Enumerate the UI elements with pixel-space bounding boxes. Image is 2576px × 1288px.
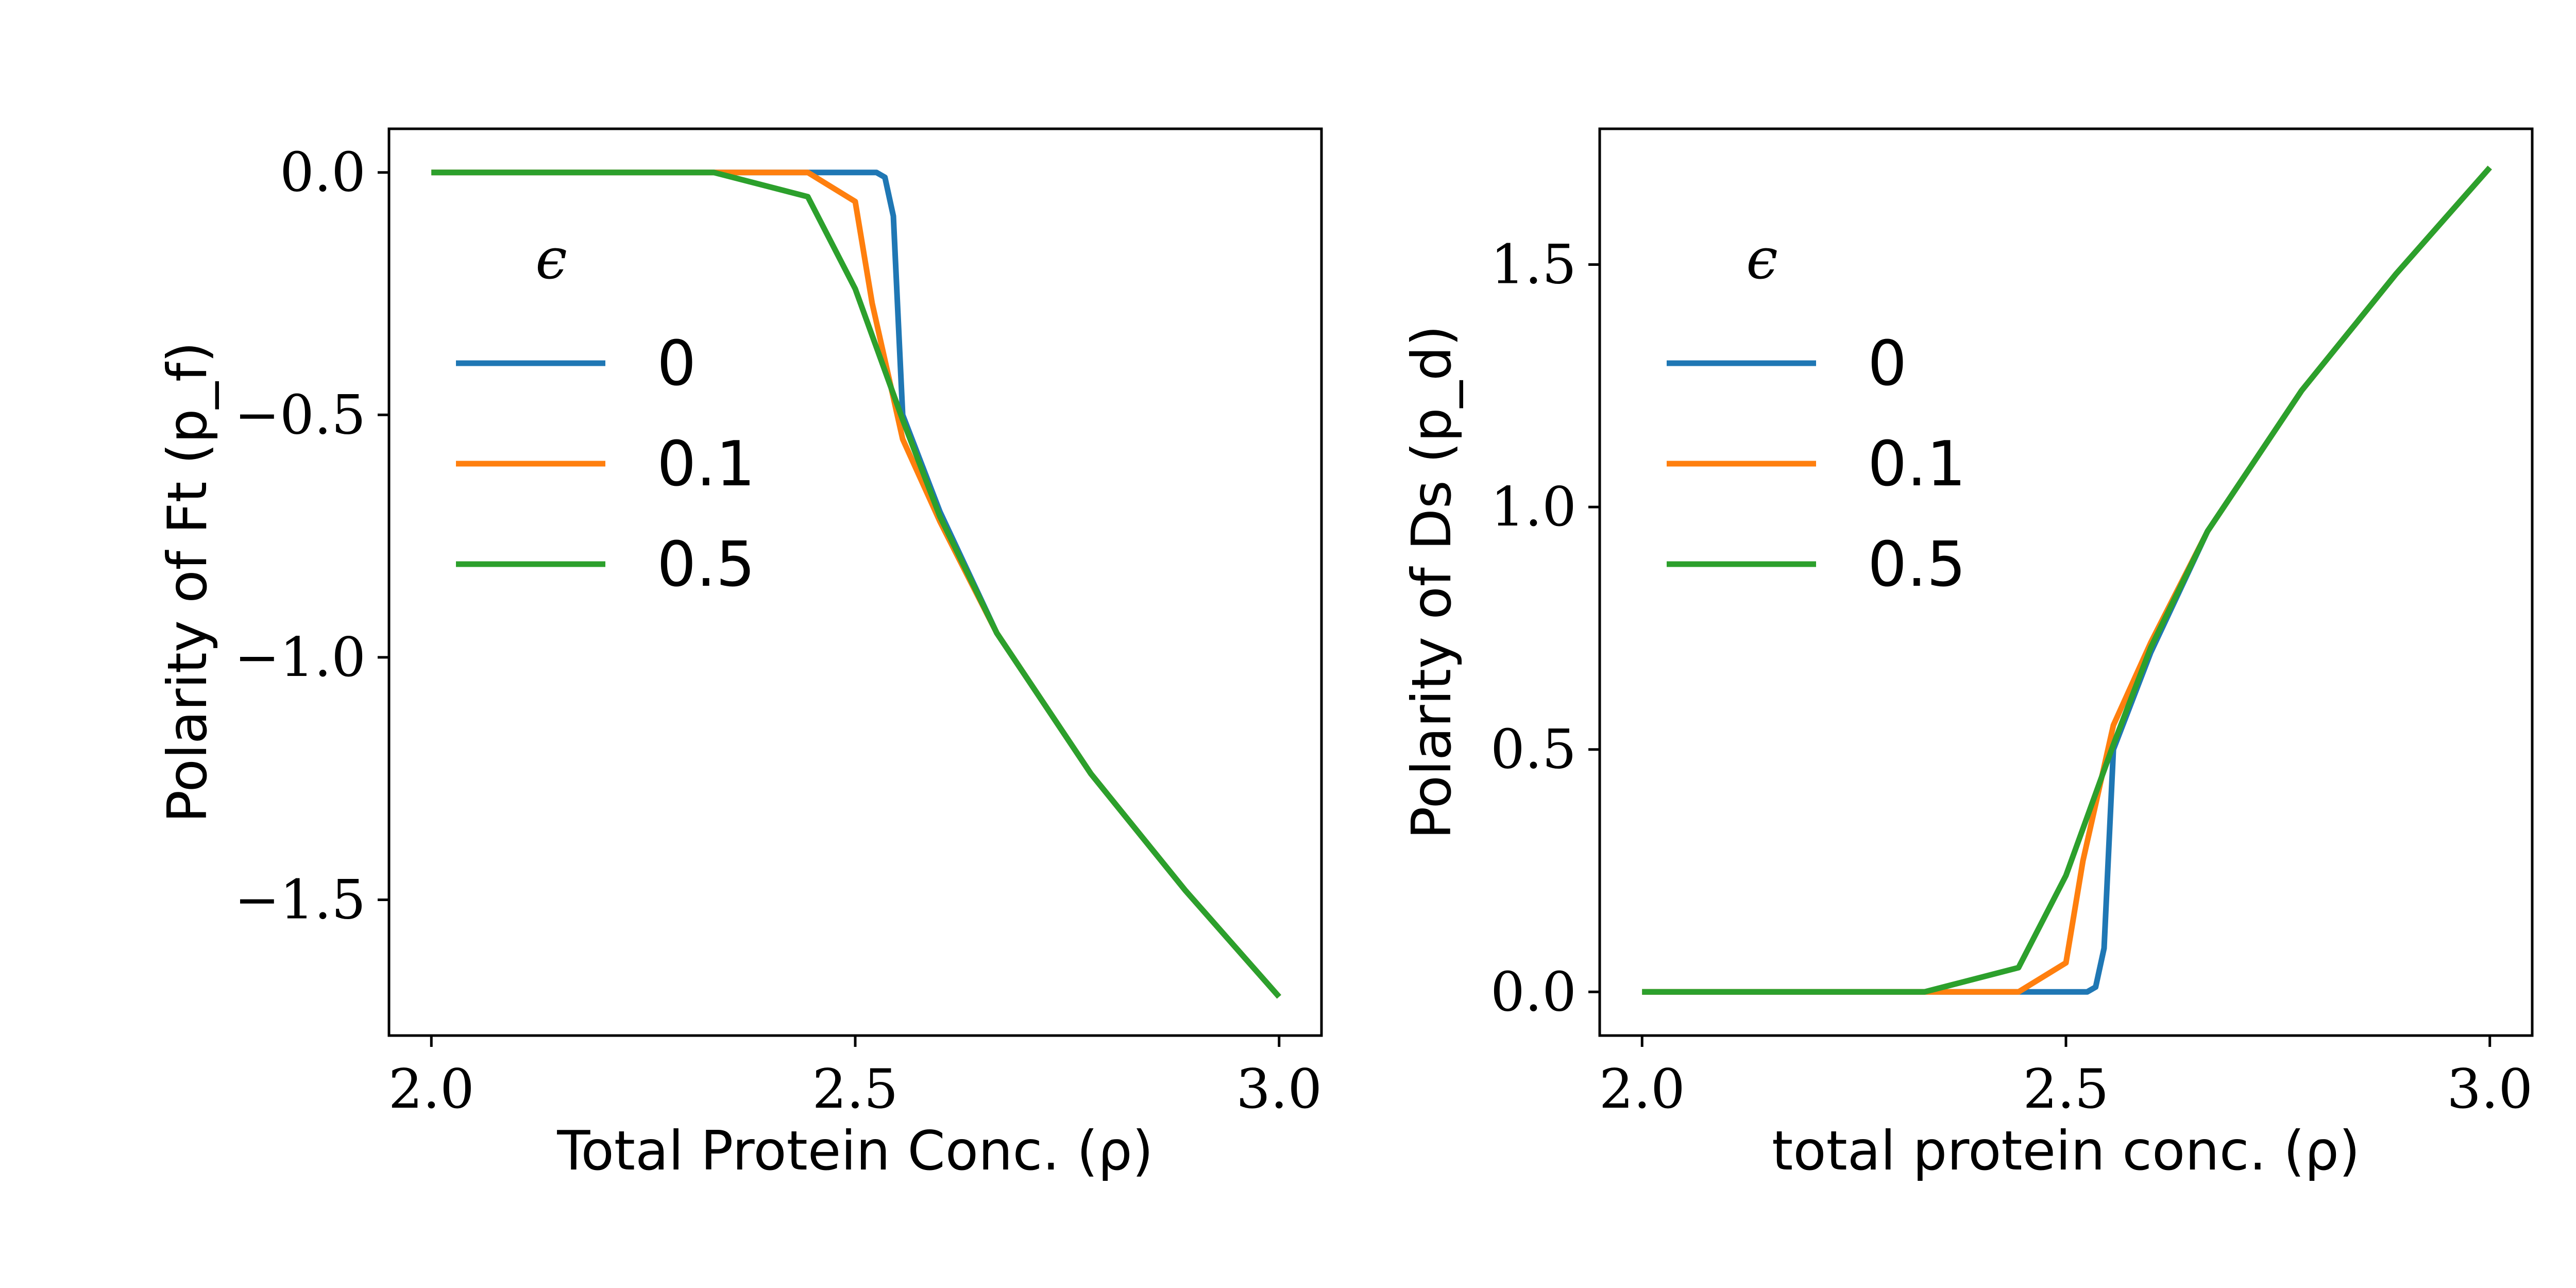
left-x-tick-label: 2.0: [388, 1058, 474, 1121]
right-legend-title: ϵ: [1746, 226, 1778, 292]
right-legend: ϵ 0 0.1 0.5: [1667, 226, 1966, 601]
right-y-tick-label: 0.0: [1490, 960, 1577, 1023]
right-chart: 2.0 2.5 3.0 0.0 0.5 1.0 1.5 ϵ 0 0.1 0.5 total pro…: [1400, 127, 2534, 1182]
left-y-tick-label: 0.0: [280, 141, 366, 204]
right-x-tick-label: 2.5: [2023, 1058, 2109, 1121]
left-plot-area: 2.0 2.5 3.0 0.0 −0.5 −1.0 −1.5 ϵ 0 0.1 0.5: [234, 141, 1322, 1121]
left-series-line-eps-0.5: [431, 170, 1281, 999]
left-legend-label: 0.5: [657, 529, 755, 601]
left-legend: ϵ 0 0.1 0.5: [456, 226, 755, 601]
right-y-axis-label: Polarity of Ds (p_d): [1400, 325, 1463, 839]
right-x-tick-label: 2.0: [1599, 1058, 1685, 1121]
left-y-tick-label: −1.5: [234, 868, 366, 931]
right-x-tick-label: 3.0: [2447, 1058, 2533, 1121]
right-legend-label: 0.5: [1868, 529, 1966, 601]
left-x-tick-label: 3.0: [1236, 1058, 1322, 1121]
right-plot-area: 2.0 2.5 3.0 0.0 0.5 1.0 1.5 ϵ 0 0.1 0.5: [1490, 165, 2533, 1121]
right-legend-label: 0.1: [1868, 429, 1966, 500]
right-legend-label: 0: [1868, 328, 1907, 400]
left-chart: 2.0 2.5 3.0 0.0 −0.5 −1.0 −1.5 ϵ 0 0.1 0.5 Total …: [156, 127, 1323, 1182]
left-legend-label: 0: [657, 328, 696, 400]
left-y-axis-label: Polarity of Ft (p_f): [156, 342, 219, 823]
left-y-tick-label: −1.0: [234, 626, 366, 689]
left-legend-title: ϵ: [535, 226, 567, 292]
left-y-tick-label: −0.5: [234, 383, 366, 446]
right-y-tick-label: 1.5: [1490, 233, 1577, 296]
right-x-axis-label: total protein conc. (ρ): [1772, 1120, 2360, 1182]
right-y-tick-label: 1.0: [1490, 476, 1577, 538]
left-x-axis-label: Total Protein Conc. (ρ): [556, 1120, 1153, 1182]
left-legend-label: 0.1: [657, 429, 755, 500]
right-series-line-eps-0.5: [1642, 165, 2492, 995]
left-x-tick-label: 2.5: [812, 1058, 899, 1121]
right-y-tick-label: 0.5: [1490, 718, 1577, 781]
